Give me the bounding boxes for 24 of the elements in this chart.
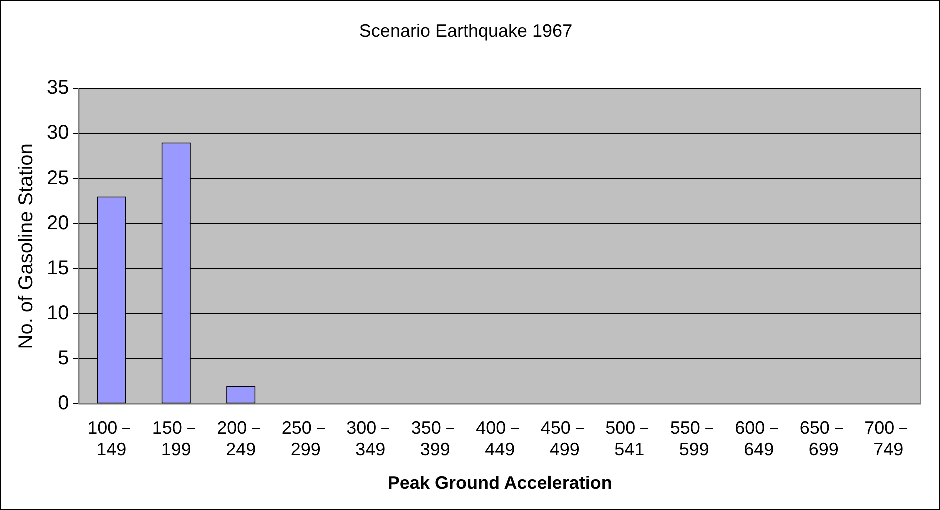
- x-tick-label: 700－749: [864, 418, 913, 460]
- x-tick-label: 600－649: [735, 418, 784, 460]
- x-tick-label: 500－541: [606, 418, 654, 460]
- x-tick-label: 400－449: [476, 418, 524, 460]
- x-tick-label: 150－199: [152, 418, 200, 460]
- y-axis-title: No. of Gasoline Station: [16, 144, 38, 350]
- x-tick-label: 300－349: [346, 418, 395, 460]
- y-tick-label: 25: [46, 167, 70, 190]
- y-tick-label: 15: [46, 257, 70, 280]
- x-tick-label: 450－499: [540, 418, 589, 460]
- x-tick-label: 550－599: [670, 418, 718, 460]
- y-tick-label: 10: [46, 302, 70, 325]
- y-tick-label: 20: [46, 212, 70, 234]
- x-tick-label: 250－299: [282, 418, 330, 460]
- y-tick-label: 0: [58, 392, 70, 415]
- y-tick-label: 35: [46, 77, 70, 100]
- x-axis-title: Peak Ground Acceleration: [388, 473, 612, 494]
- chart-title: Scenario Earthquake 1967: [359, 20, 573, 41]
- x-tick-label: 100－149: [88, 418, 136, 460]
- x-tick-label: 350－399: [411, 418, 460, 460]
- x-tick-label: 650－699: [800, 418, 848, 460]
- y-tick-label: 30: [46, 122, 70, 144]
- x-tick-label: 200－249: [217, 418, 266, 460]
- y-tick-label: 5: [58, 348, 70, 370]
